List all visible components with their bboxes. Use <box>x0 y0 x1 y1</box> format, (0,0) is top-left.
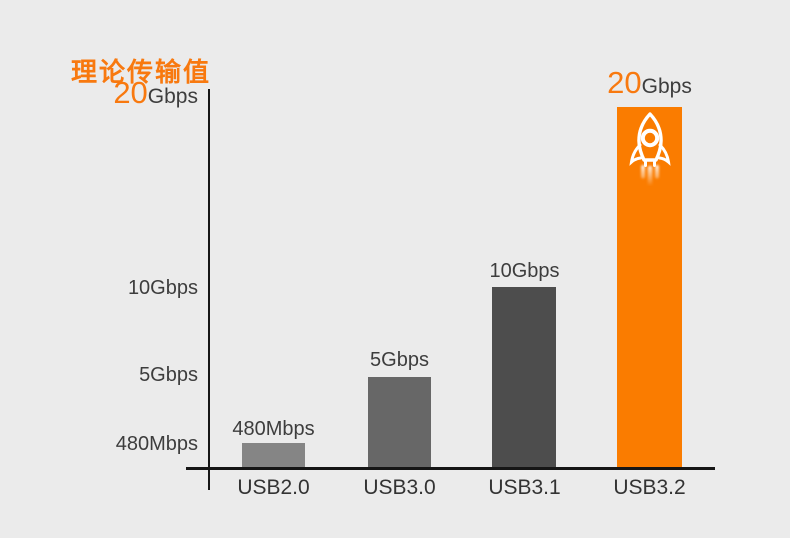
bar-usb3-0 <box>368 377 431 467</box>
bar-usb2-0 <box>242 443 305 467</box>
bar-value-label: 5Gbps <box>370 349 429 371</box>
bar-value-label: 10Gbps <box>489 260 560 282</box>
bar-value-label-unit: Gbps <box>641 75 692 98</box>
y-axis-label-480mbps: 480Mbps <box>115 433 198 455</box>
x-axis-label: USB3.1 <box>488 476 561 499</box>
y-axis-label-20gbps: 20Gbps <box>40 76 198 114</box>
x-axis-label: USB3.0 <box>363 476 436 499</box>
x-axis-line <box>186 467 715 470</box>
y-axis-line <box>208 89 210 490</box>
x-axis-label: USB3.2 <box>613 476 686 499</box>
y-axis-label-20-unit: Gbps <box>147 85 198 108</box>
x-axis-label: USB2.0 <box>237 476 310 499</box>
bar-value-label-highlight: 20Gbps <box>584 66 715 104</box>
bar-value-label: 480Mbps <box>232 418 315 440</box>
page-title: 理论传输值 <box>71 57 212 87</box>
y-axis-label-20-number: 20 <box>113 75 148 110</box>
bar-usb3-1 <box>492 287 556 467</box>
y-axis-label-5gbps: 5Gbps <box>139 364 198 386</box>
rocket-icon <box>629 112 671 186</box>
y-axis-label-10gbps: 10Gbps <box>127 277 198 299</box>
bar-value-label-number: 20 <box>607 65 642 100</box>
